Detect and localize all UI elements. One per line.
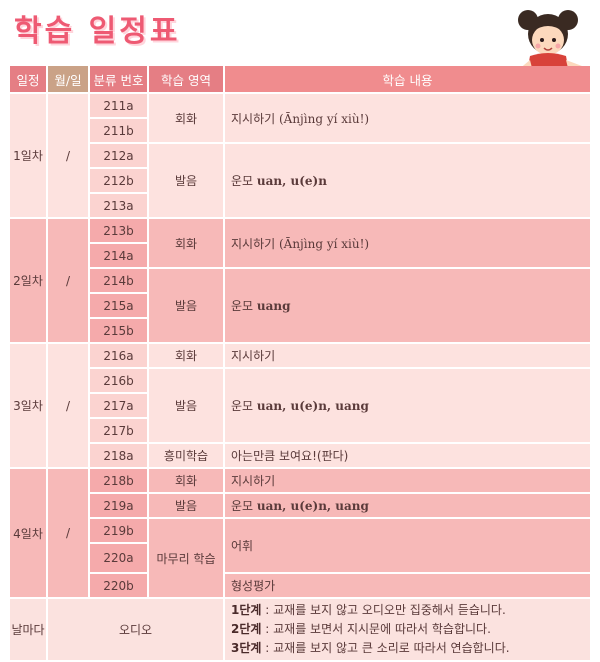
table-row: 219a 발음 운모 uan, u(e)n, uang	[10, 494, 590, 517]
day-date: /	[48, 94, 88, 217]
study-content: 운모 uan, u(e)n	[225, 144, 590, 217]
header-area: 학습 영역	[149, 66, 223, 92]
table-row: 4일차 / 218b 회화 지시하기	[10, 469, 590, 597]
table-row: 220b 형성평가	[10, 574, 590, 597]
day-label: 1일차	[10, 94, 46, 217]
lesson-code: 214b	[90, 269, 147, 292]
study-area: 마무리 학습	[149, 519, 223, 597]
page-title: 학습 일정표	[14, 14, 181, 49]
study-area: 발음	[149, 369, 223, 442]
study-content: 어휘	[225, 519, 590, 572]
table-row: 213a	[10, 194, 590, 217]
table-row: 3일차 / 216a 회화 지시하기	[10, 344, 590, 467]
study-content: 형성평가	[225, 574, 590, 597]
study-area: 발음	[149, 494, 223, 517]
study-area: 회화	[149, 219, 223, 267]
table-row: 214b 발음 운모 uang	[10, 269, 590, 342]
lesson-code: 219a	[90, 494, 147, 517]
table-row: 212b	[10, 169, 590, 192]
day-date: /	[48, 469, 88, 597]
day-label: 3일차	[10, 344, 46, 467]
study-content: 아는만큼 보여요!(판다)	[225, 444, 590, 467]
day-date: /	[48, 344, 88, 467]
study-area: 회화	[149, 469, 223, 492]
lesson-code: 215b	[90, 319, 147, 342]
table-row: 211b	[10, 119, 590, 142]
table-row: 217b	[10, 419, 590, 442]
header-schedule: 일정	[10, 66, 46, 92]
lesson-code: 215a	[90, 294, 147, 317]
table-row: 220a	[10, 544, 590, 572]
lesson-code: 219b	[90, 519, 147, 542]
study-content: 운모 uan, u(e)n, uang	[225, 494, 590, 517]
study-area: 회화	[149, 94, 223, 142]
day-label: 2일차	[10, 219, 46, 342]
study-content: 운모 uang	[225, 269, 590, 342]
study-content: 지시하기 (Ānjìng yí xiù!)	[225, 219, 590, 267]
lesson-code: 218a	[90, 444, 147, 467]
table-row: 218a 흥미학습 아는만큼 보여요!(판다)	[10, 444, 590, 467]
table-row: 214a	[10, 244, 590, 267]
table-row: 2일차 / 213b 회화 지시하기 (Ānjìng yí xiù!)	[10, 219, 590, 342]
study-area: 발음	[149, 269, 223, 342]
lesson-code: 220a	[90, 544, 147, 572]
schedule-table: 일정 월/일 분류 번호 학습 영역 학습 내용 1일차 / 211a 회화 지…	[8, 64, 592, 662]
lesson-code: 212a	[90, 144, 147, 167]
lesson-code: 220b	[90, 574, 147, 597]
lesson-code: 216b	[90, 369, 147, 392]
day-label: 4일차	[10, 469, 46, 597]
table-header-row: 일정 월/일 분류 번호 학습 영역 학습 내용	[10, 66, 590, 92]
lesson-code: 214a	[90, 244, 147, 267]
header-content: 학습 내용	[225, 66, 590, 92]
step-line: 1단계 : 교재를 보지 않고 오디오만 집중해서 듣습니다.	[231, 603, 506, 617]
table-row: 215a	[10, 294, 590, 317]
study-area: 흥미학습	[149, 444, 223, 467]
step-line: 3단계 : 교재를 보지 않고 큰 소리로 따라서 연습합니다.	[231, 641, 510, 655]
study-content: 지시하기	[225, 469, 590, 492]
lesson-code: 211b	[90, 119, 147, 142]
lesson-code: 213b	[90, 219, 147, 242]
table-row: 219b 마무리 학습 어휘	[10, 519, 590, 597]
table-row: 216b 발음 운모 uan, u(e)n, uang	[10, 369, 590, 442]
lesson-code: 216a	[90, 344, 147, 367]
lesson-code: 211a	[90, 94, 147, 117]
study-area: 회화	[149, 344, 223, 367]
table-row: 215b	[10, 319, 590, 342]
lesson-code: 212b	[90, 169, 147, 192]
lesson-code: 218b	[90, 469, 147, 492]
study-content: 지시하기 (Ānjìng yí xiù!)	[225, 94, 590, 142]
lesson-code: 213a	[90, 194, 147, 217]
table-row: 212a 발음 운모 uan, u(e)n	[10, 144, 590, 217]
lesson-code: 217a	[90, 394, 147, 417]
study-area: 발음	[149, 144, 223, 217]
table-row: 217a	[10, 394, 590, 417]
header-code: 분류 번호	[90, 66, 147, 92]
study-content: 운모 uan, u(e)n, uang	[225, 369, 590, 442]
day-date: /	[48, 219, 88, 342]
header-date: 월/일	[48, 66, 88, 92]
table-row: 1일차 / 211a 회화 지시하기 (Ānjìng yí xiù!)	[10, 94, 590, 217]
study-content: 지시하기	[225, 344, 590, 367]
lesson-code: 217b	[90, 419, 147, 442]
